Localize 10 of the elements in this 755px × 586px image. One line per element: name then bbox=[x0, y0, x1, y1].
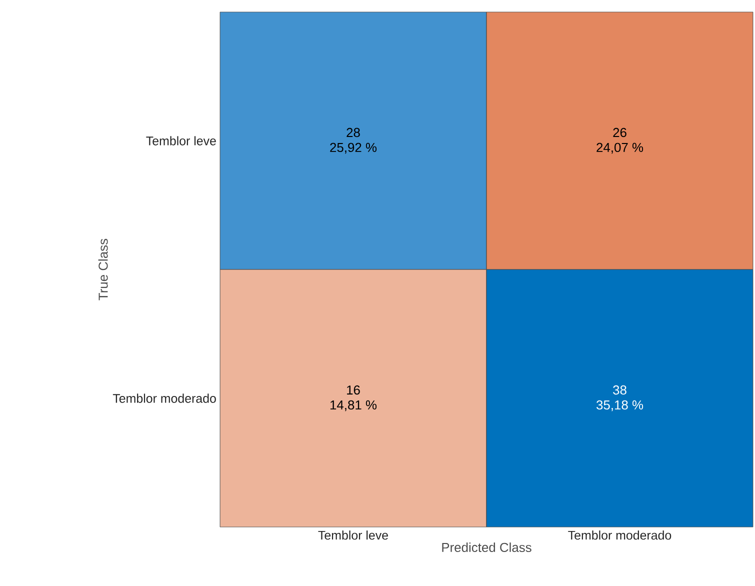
data-label: 26 bbox=[613, 128, 626, 138]
x-axis-title: Predicted Class bbox=[442, 542, 532, 552]
annotation: 25,92 % bbox=[330, 142, 377, 154]
data-label: 16 bbox=[347, 385, 360, 395]
annotation: 35,18 % bbox=[596, 400, 644, 412]
annotation: 24,07 % bbox=[596, 142, 644, 154]
y-axis-title: True Class bbox=[98, 238, 108, 300]
annotation: 14,81 % bbox=[330, 400, 377, 412]
data-label: 38 bbox=[613, 385, 626, 395]
data-label: 28 bbox=[346, 128, 360, 138]
